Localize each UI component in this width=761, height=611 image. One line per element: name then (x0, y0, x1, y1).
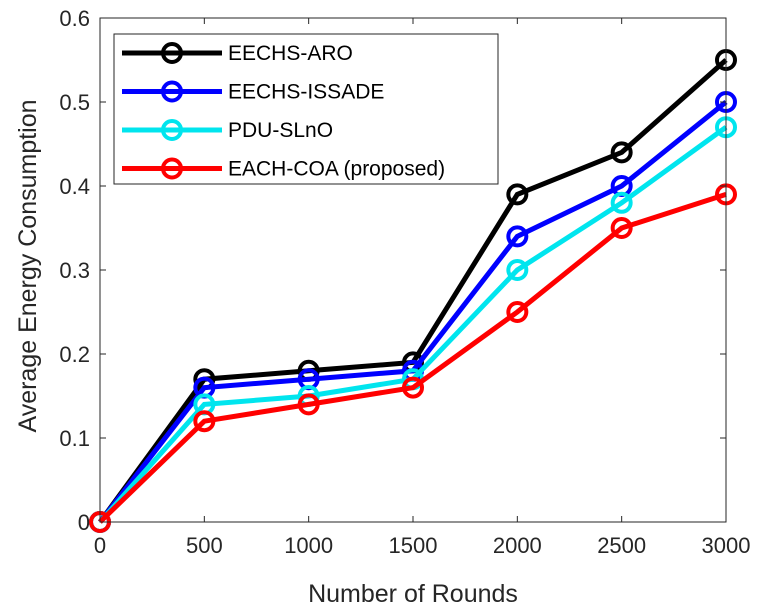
legend-label-2: PDU-SLnO (228, 119, 333, 142)
data-point-3-3 (402, 376, 424, 399)
x-tick-label: 1000 (284, 533, 333, 558)
x-tick-label: 500 (186, 533, 223, 558)
legend-label-0: EECHS-ARO (228, 42, 353, 65)
legend: EECHS-ARO EECHS-ISSADE PDU-SLnO EACH-COA (p… (113, 33, 499, 185)
x-tick-label: 3000 (702, 533, 751, 558)
data-point-1-4 (506, 225, 529, 248)
series-line-3 (98, 192, 727, 524)
data-point-3-4 (506, 301, 529, 323)
x-axis-title: Number of Rounds (308, 580, 518, 608)
legend-marker-2 (161, 119, 183, 141)
data-point-3-1 (193, 410, 216, 433)
x-tick-label: 0 (94, 533, 106, 558)
x-tick-label: 1500 (389, 533, 438, 558)
legend-marker-0 (161, 42, 183, 64)
y-tick-label: 0.1 (59, 426, 90, 451)
y-tick-label: 0.3 (59, 258, 90, 283)
y-tick-label: 0 (78, 510, 90, 535)
data-point-3-5 (610, 217, 633, 239)
data-point-2-5 (610, 191, 633, 214)
y-tick-label: 0.5 (59, 90, 90, 115)
x-tick-label: 2000 (493, 533, 542, 558)
y-tick-label: 0.6 (59, 6, 90, 31)
data-point-0-4 (506, 183, 529, 206)
y-axis-title: Average Energy Consumption (14, 99, 42, 432)
axes: 0 500 1000 1500 2000 2500 3000 0 0.1 0.2 0.3 0.4 0.5… (59, 6, 750, 558)
data-point-3-2 (297, 393, 320, 416)
data-point-2-4 (506, 259, 529, 281)
legend-marker-1 (161, 80, 183, 103)
x-tick-label: 2500 (597, 533, 646, 558)
y-tick-label: 0.4 (59, 174, 90, 199)
data-point-0-5 (610, 141, 633, 164)
legend-label-3: EACH-COA (proposed) (228, 158, 445, 181)
y-tick-label: 0.2 (59, 342, 90, 367)
legend-label-1: EECHS-ISSADE (228, 81, 384, 104)
legend-marker-3 (161, 157, 183, 180)
